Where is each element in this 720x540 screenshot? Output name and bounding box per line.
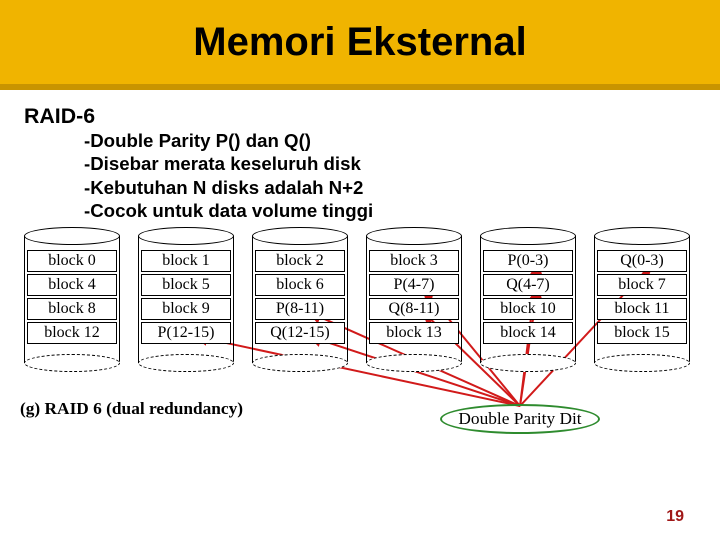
block-cell: Q(0-3) xyxy=(597,250,687,272)
disk-cylinder: block 2block 6P(8-11)Q(12-15) xyxy=(252,236,348,363)
block-cell: block 13 xyxy=(369,322,459,344)
raid6-diagram: Double Parity Dit (g) RAID 6 (dual redun… xyxy=(10,236,710,436)
bullet-item: -Cocok untuk data volume tinggi xyxy=(84,199,696,222)
block-cell: block 5 xyxy=(141,274,231,296)
bullet-item: -Disebar merata keseluruh disk xyxy=(84,152,696,175)
block-cell: block 8 xyxy=(27,298,117,320)
block-cell: P(8-11) xyxy=(255,298,345,320)
disk-cylinder: block 0block 4block 8block 12 xyxy=(24,236,120,363)
block-cell: Q(8-11) xyxy=(369,298,459,320)
bullet-list: -Double Parity P() dan Q()-Disebar merat… xyxy=(84,129,696,222)
block-cell: block 3 xyxy=(369,250,459,272)
block-cell: block 1 xyxy=(141,250,231,272)
block-cell: block 9 xyxy=(141,298,231,320)
diagram-caption: (g) RAID 6 (dual redundancy) xyxy=(20,399,243,419)
bullet-item: -Double Parity P() dan Q() xyxy=(84,129,696,152)
block-cell: block 12 xyxy=(27,322,117,344)
callout-text: Double Parity Dit xyxy=(458,409,581,429)
slide-header: Memori Eksternal xyxy=(0,0,720,90)
block-cell: block 2 xyxy=(255,250,345,272)
page-number: 19 xyxy=(666,508,684,526)
disk-cylinder: Q(0-3)block 7block 11block 15 xyxy=(594,236,690,363)
disk-cylinder: block 1block 5block 9P(12-15) xyxy=(138,236,234,363)
block-cell: P(0-3) xyxy=(483,250,573,272)
block-cell: P(12-15) xyxy=(141,322,231,344)
block-cell: block 14 xyxy=(483,322,573,344)
bullet-item: -Kebutuhan N disks adalah N+2 xyxy=(84,176,696,199)
block-cell: Q(12-15) xyxy=(255,322,345,344)
block-cell: block 6 xyxy=(255,274,345,296)
disk-cylinder: block 3P(4-7)Q(8-11)block 13 xyxy=(366,236,462,363)
block-cell: Q(4-7) xyxy=(483,274,573,296)
block-cell: block 11 xyxy=(597,298,687,320)
slide-title: Memori Eksternal xyxy=(193,20,526,65)
block-cell: P(4-7) xyxy=(369,274,459,296)
section-title: RAID-6 xyxy=(24,104,696,129)
block-cell: block 0 xyxy=(27,250,117,272)
block-cell: block 4 xyxy=(27,274,117,296)
block-cell: block 15 xyxy=(597,322,687,344)
block-cell: block 10 xyxy=(483,298,573,320)
disk-cylinder: P(0-3)Q(4-7)block 10block 14 xyxy=(480,236,576,363)
block-cell: block 7 xyxy=(597,274,687,296)
